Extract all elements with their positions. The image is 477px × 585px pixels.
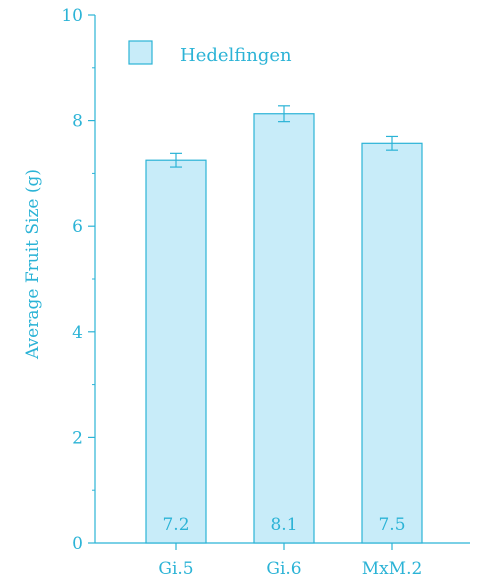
- error-bars: [170, 105, 398, 168]
- y-tick-label-0: 0: [72, 534, 83, 554]
- y-tick-label-8: 8: [72, 112, 83, 132]
- bar-Gi.6: [253, 113, 315, 544]
- bar-MxM.2: [361, 142, 423, 544]
- x-tick-label-Gi.5: Gi.5: [158, 559, 193, 579]
- legend: Hedelfingen: [128, 40, 292, 66]
- bar-value-label-MxM.2: 7.5: [378, 515, 405, 535]
- ticks: 0 2 4 6 8 10 Gi.5 Gi.6 MxM.2: [61, 6, 422, 579]
- legend-label: Hedelfingen: [180, 45, 292, 66]
- bars: [145, 113, 423, 544]
- bar-value-label-Gi.6: 8.1: [270, 515, 297, 535]
- y-axis-label: Average Fruit Size (g): [23, 169, 43, 360]
- legend-swatch: [128, 40, 153, 65]
- y-tick-label-4: 4: [72, 323, 83, 343]
- x-tick-label-Gi.6: Gi.6: [266, 559, 301, 579]
- bar-value-labels: 7.2 8.1 7.5: [162, 515, 405, 535]
- y-tick-label-2: 2: [72, 428, 83, 448]
- x-tick-label-MxM.2: MxM.2: [362, 559, 423, 579]
- y-tick-label-10: 10: [61, 6, 83, 26]
- y-tick-label-6: 6: [72, 217, 83, 237]
- bar-value-label-Gi.5: 7.2: [162, 515, 189, 535]
- bar-Gi.5: [145, 159, 207, 544]
